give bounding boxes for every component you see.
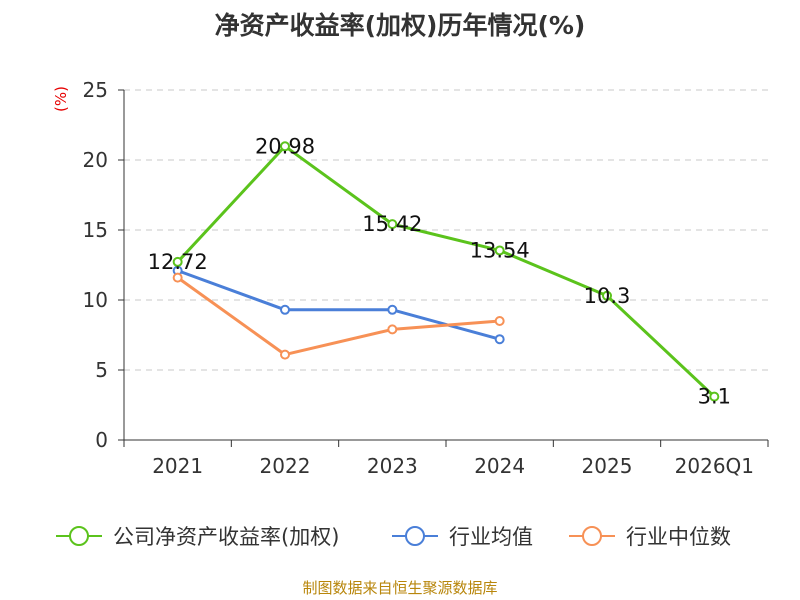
point-s2-2023 (387, 324, 398, 335)
x-tick-label-2026Q1: 2026Q1 (675, 454, 754, 478)
legend-marker-0 (69, 526, 89, 546)
series-line-1 (177, 269, 501, 341)
x-tick-label-2021: 2021 (152, 454, 203, 478)
point-s1-2023 (387, 304, 398, 315)
data-label-2025: 10.3 (584, 284, 631, 308)
point-s0-2023 (387, 219, 398, 230)
point-s2-2021 (172, 272, 183, 283)
data-label-2026Q1: 3.1 (698, 385, 731, 409)
x-tick-label-2024: 2024 (474, 454, 525, 478)
axes (118, 89, 769, 447)
legend-label-2: 行业中位数 (626, 525, 731, 549)
y-tick-label-20: 20 (83, 148, 108, 172)
point-s0-2025 (602, 290, 612, 301)
y-tick-labels: 0 5 10 15 20 25 (83, 78, 108, 452)
legend-marker-1 (405, 526, 425, 546)
x-tick-label-2022: 2022 (260, 454, 311, 478)
data-label-2023: 15.42 (362, 212, 422, 236)
x-tick-label-2025: 2025 (582, 454, 633, 478)
legend: 公司净资产收益率(加权) 行业均值 行业中位数 (56, 525, 731, 549)
x-tick-labels: 2021 2022 2023 2024 2025 2026Q1 (152, 454, 754, 478)
grid-lines (124, 89, 768, 371)
point-s0-2024 (494, 245, 505, 256)
y-tick-label-15: 15 (83, 218, 108, 242)
y-tick-label-0: 0 (95, 428, 108, 452)
y-tick-label-10: 10 (83, 288, 108, 312)
point-s1-2022 (280, 304, 290, 315)
point-s1-2024 (494, 334, 505, 345)
legend-marker-2 (582, 526, 602, 546)
point-s0-2021 (172, 256, 183, 267)
source-note: 制图数据来自恒生聚源数据库 (302, 579, 498, 597)
data-label-2024: 13.54 (470, 238, 530, 262)
series-points (172, 141, 720, 402)
data-labels: 12.72 20.98 15.42 13.54 10.3 3.1 (148, 134, 731, 408)
data-label-2021: 12.72 (148, 250, 208, 274)
chart-title: 净资产收益率(加权)历年情况(%) (214, 11, 586, 40)
series-lines (176, 144, 716, 398)
point-s2-2024 (494, 316, 505, 326)
point-s0-2026Q1 (709, 391, 720, 402)
point-s2-2022 (280, 349, 290, 360)
point-s0-2022 (280, 141, 290, 152)
series-line-2 (176, 276, 500, 357)
series-line-0 (176, 144, 716, 398)
legend-label-0: 公司净资产收益率(加权) (113, 525, 339, 549)
data-label-2022: 20.98 (255, 134, 315, 158)
y-tick-label-5: 5 (95, 358, 108, 382)
legend-label-1: 行业均值 (449, 525, 533, 549)
y-tick-label-25: 25 (83, 78, 108, 102)
x-tick-label-2023: 2023 (367, 454, 418, 478)
